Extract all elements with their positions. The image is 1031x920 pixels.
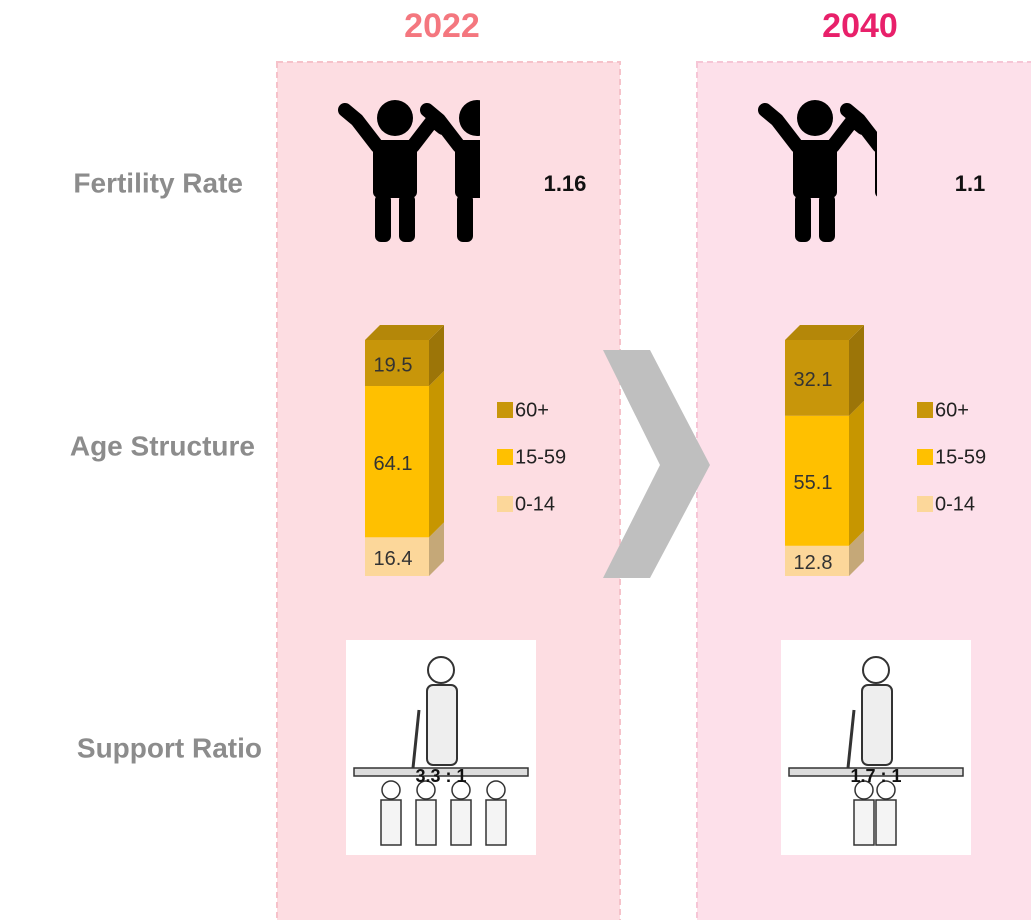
legend-swatch xyxy=(917,449,933,465)
bar-segment xyxy=(785,340,849,416)
bar-side xyxy=(849,530,864,576)
icon-body xyxy=(875,141,877,197)
icon-leg xyxy=(819,194,835,242)
row-label: Age Structure xyxy=(70,430,255,461)
worker-body xyxy=(853,799,875,846)
segment-label: 55.1 xyxy=(794,472,833,494)
row-label: Fertility Rate xyxy=(73,167,243,198)
icon-leg xyxy=(375,194,391,242)
icon-leg xyxy=(399,194,415,242)
legend-swatch xyxy=(917,402,933,418)
legend-label: 60+ xyxy=(515,399,549,421)
bar-side xyxy=(849,400,864,546)
worker-head xyxy=(876,780,896,800)
support-ratio: 1.7 : 1 xyxy=(850,766,901,786)
worker-head xyxy=(486,780,506,800)
worker-head xyxy=(854,780,874,800)
segment-label: 12.8 xyxy=(794,552,833,574)
bar-segment xyxy=(785,545,849,576)
legend-swatch xyxy=(497,449,513,465)
fertility-icon xyxy=(338,100,480,242)
segment-label: 19.5 xyxy=(374,354,413,376)
icon-body xyxy=(793,140,837,198)
icon-body xyxy=(455,140,480,198)
icon-arm xyxy=(758,103,804,153)
fertility-icon xyxy=(758,100,877,242)
bar-side xyxy=(429,522,444,576)
elder-body xyxy=(426,684,458,766)
legend-label: 0-14 xyxy=(935,493,975,515)
icon-head xyxy=(377,100,413,136)
support-ratio: 3.3 : 1 xyxy=(415,766,466,786)
legend-label: 15-59 xyxy=(515,446,566,468)
plank xyxy=(788,767,964,777)
bar-segment xyxy=(365,340,429,387)
bar-side xyxy=(429,371,444,538)
year-label: 2022 xyxy=(404,7,480,45)
bar-top xyxy=(785,325,864,340)
legend-swatch xyxy=(497,496,513,512)
icon-leg xyxy=(795,194,811,242)
worker-body xyxy=(415,799,437,846)
elder-cane xyxy=(846,709,856,769)
legend-swatch xyxy=(917,496,933,512)
bar-side xyxy=(849,325,864,416)
legend-label: 15-59 xyxy=(935,446,986,468)
segment-label: 64.1 xyxy=(374,453,413,475)
row-label: Support Ratio xyxy=(77,732,262,763)
icon-arm xyxy=(338,103,384,153)
legend-label: 0-14 xyxy=(515,493,555,515)
bar-segment xyxy=(365,537,429,576)
plank xyxy=(353,767,529,777)
segment-label: 16.4 xyxy=(374,548,413,570)
worker-body xyxy=(485,799,507,846)
icon-body xyxy=(373,140,417,198)
icon-head xyxy=(459,100,480,136)
elder-head xyxy=(427,656,455,684)
fertility-value: 1.16 xyxy=(544,171,587,196)
icon-arm xyxy=(840,103,877,153)
worker-head xyxy=(381,780,401,800)
bar-top xyxy=(365,325,444,340)
fertility-value: 1.1 xyxy=(955,171,986,196)
bar-segment xyxy=(785,415,849,546)
icon-arm xyxy=(420,103,466,153)
worker-body xyxy=(380,799,402,846)
worker-body xyxy=(875,799,897,846)
segment-label: 32.1 xyxy=(794,369,833,391)
legend-label: 60+ xyxy=(935,399,969,421)
elder-cane xyxy=(411,709,421,769)
worker-body xyxy=(450,799,472,846)
worker-head xyxy=(451,780,471,800)
worker-head xyxy=(416,780,436,800)
elder-head xyxy=(862,656,890,684)
icon-head xyxy=(797,100,833,136)
bar-segment xyxy=(365,386,429,538)
year-label: 2040 xyxy=(822,7,898,45)
bar-side xyxy=(429,325,444,387)
icon-leg xyxy=(457,194,473,242)
arrow-chevron xyxy=(603,350,710,578)
legend-swatch xyxy=(497,402,513,418)
elder-body xyxy=(861,684,893,766)
